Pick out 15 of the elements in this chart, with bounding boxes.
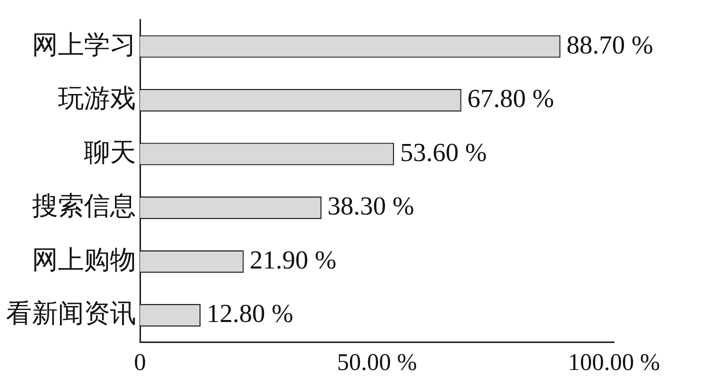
- data-label: 88.70 %: [566, 30, 654, 60]
- y-tick-label: 聊天: [84, 138, 136, 167]
- y-tick-label: 网上购物: [32, 245, 136, 274]
- y-tick-label: 玩游戏: [58, 84, 136, 114]
- x-tick-label: 50.00 %: [337, 350, 417, 376]
- data-label: 53.60 %: [400, 138, 487, 167]
- x-tick-label: 0: [134, 350, 146, 376]
- y-tick-label: 看新闻资讯: [6, 299, 136, 328]
- data-label: 38.30 %: [328, 192, 414, 221]
- y-tick-label: 网上学习: [32, 30, 136, 60]
- data-label: 67.80 %: [467, 84, 554, 114]
- y-tick-label: 搜索信息: [32, 192, 136, 221]
- x-tick-label: 100.00 %: [568, 350, 660, 376]
- data-label: 21.90 %: [250, 245, 336, 274]
- data-label: 12.80 %: [206, 299, 294, 328]
